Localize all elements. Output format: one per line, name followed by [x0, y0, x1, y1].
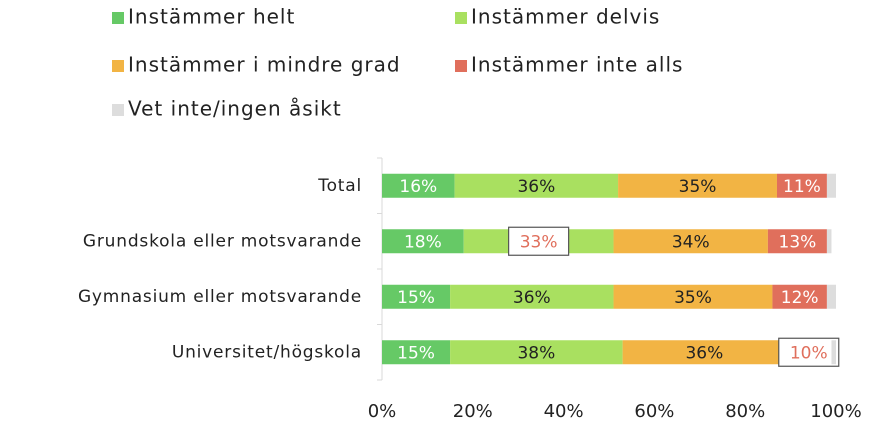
value-label: 36% [685, 343, 723, 363]
bar-segment [454, 173, 619, 198]
legend-label: Instämmer delvis [471, 5, 660, 29]
category-label: Universitet/högskola [172, 342, 362, 362]
bar-segment [776, 173, 827, 198]
bar-segment [831, 340, 836, 365]
bar-segment [613, 229, 768, 254]
bar-segment [613, 284, 773, 309]
value-label: 34% [672, 232, 710, 252]
x-tick-label: 80% [725, 401, 765, 422]
legend-label: Instämmer i mindre grad [128, 53, 401, 77]
value-label: 36% [517, 177, 555, 197]
value-label: 18% [404, 232, 442, 252]
legend-label: Vet inte/ingen åsikt [128, 97, 342, 121]
value-label: 38% [517, 343, 555, 363]
bar-segment [382, 173, 455, 198]
value-label: 11% [783, 177, 821, 197]
legend-label: Instämmer helt [128, 5, 295, 29]
legend-swatch [112, 12, 124, 24]
legend-swatch [455, 60, 467, 72]
label-box [778, 337, 840, 367]
bar-segment [826, 173, 836, 198]
value-label: 10% [790, 343, 828, 363]
bar-segment [450, 340, 623, 365]
x-tick-label: 0% [368, 401, 397, 422]
category-label: Total [317, 176, 362, 196]
bar-segment [618, 173, 777, 198]
x-tick-label: 20% [453, 401, 493, 422]
x-tick-label: 100% [810, 401, 861, 422]
legend-swatch [112, 104, 124, 116]
value-label: 15% [397, 343, 435, 363]
value-label: 13% [779, 232, 817, 252]
legend-swatch [112, 60, 124, 72]
category-label: Grundskola eller motsvarande [83, 231, 362, 251]
bar-segment [382, 229, 464, 254]
bar-segment [772, 284, 827, 309]
x-tick-label: 60% [634, 401, 674, 422]
bar-segment [826, 229, 832, 254]
x-tick-label: 40% [544, 401, 584, 422]
category-label: Gymnasium eller motsvarande [78, 287, 362, 307]
value-label: 35% [679, 177, 717, 197]
value-label: 35% [674, 288, 712, 308]
value-label: 33% [520, 232, 558, 252]
value-label: 12% [781, 288, 819, 308]
value-label: 16% [399, 177, 437, 197]
bar-segment [450, 284, 614, 309]
legend-label: Instämmer inte alls [471, 53, 683, 77]
value-label: 36% [513, 288, 551, 308]
bar-segment [382, 340, 451, 365]
legend-swatch [455, 12, 467, 24]
bar-segment [622, 340, 787, 365]
bar-segment [826, 284, 836, 309]
value-label: 15% [397, 288, 435, 308]
bar-segment [767, 229, 827, 254]
bar-segment [382, 284, 451, 309]
label-box [508, 226, 570, 256]
